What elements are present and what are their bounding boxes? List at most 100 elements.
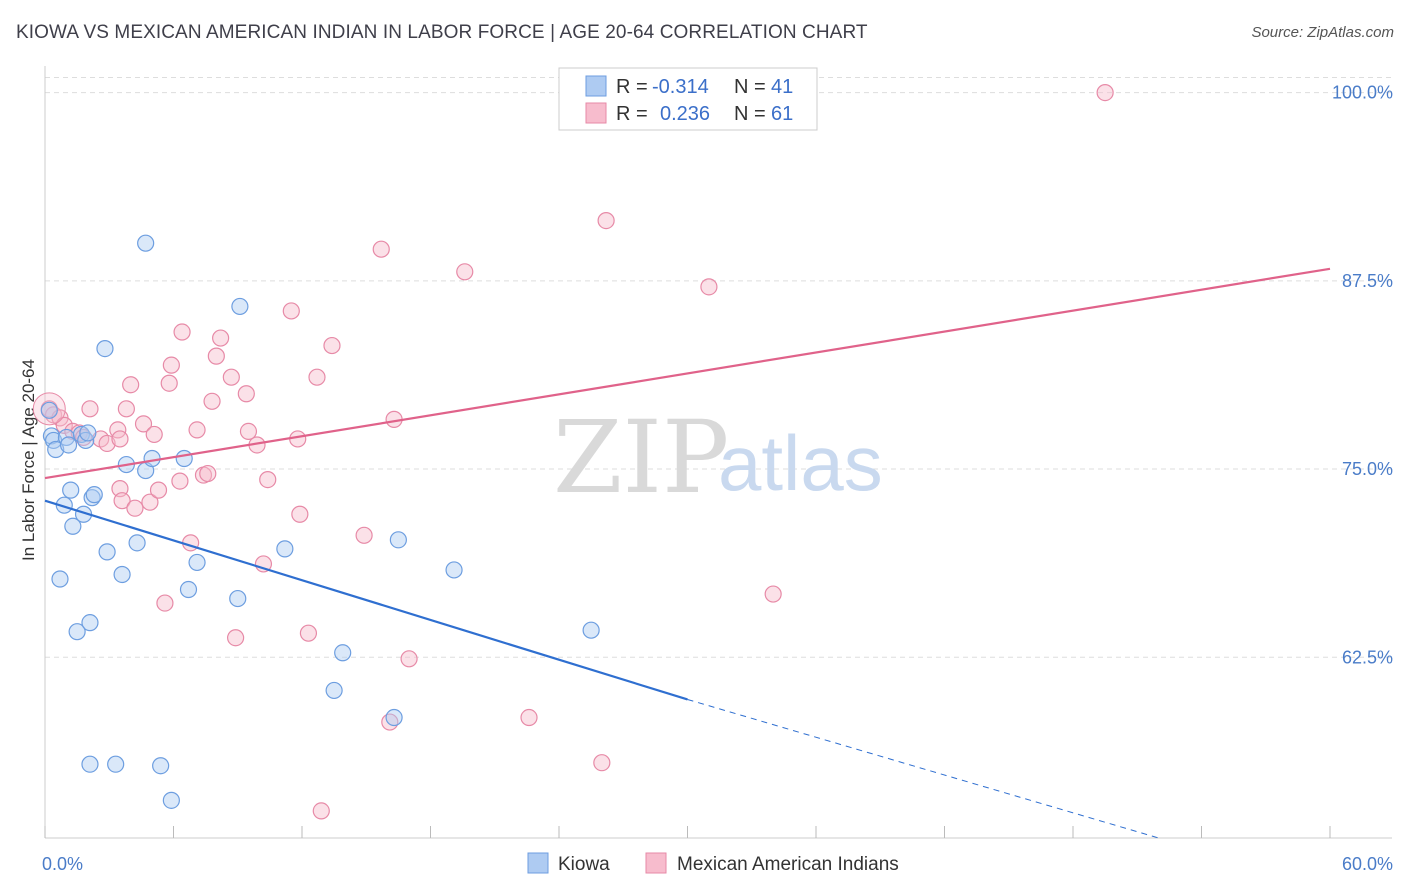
mexican-r-label: R =	[616, 103, 648, 125]
mexican-point-25	[173, 323, 191, 341]
mexican-point-23	[162, 356, 180, 374]
series-kiowa-points	[40, 234, 600, 809]
trend-layer	[44, 267, 1331, 839]
kiowa-point-38	[385, 708, 403, 727]
mexican-point-39	[259, 471, 277, 489]
kiowa-point-18	[85, 486, 103, 504]
kiowa-r-value: -0.314	[652, 76, 709, 98]
mexican-point-44	[308, 368, 326, 386]
mexican-n-label: N =	[734, 103, 766, 125]
mexican-point-32	[212, 329, 230, 347]
mexican-point-35	[237, 385, 255, 403]
kiowa-point-8	[62, 481, 80, 499]
kiowa-r-label: R =	[616, 76, 648, 98]
mexican-point-22	[160, 374, 178, 392]
legend-label-kiowa: Kiowa	[558, 854, 610, 875]
kiowa-point-37	[334, 644, 352, 662]
kiowa-n-label: N =	[734, 76, 766, 98]
kiowa-point-20	[98, 543, 116, 561]
mexican-point-17	[134, 415, 153, 433]
y-tick-label-3: 100.0%	[1332, 83, 1393, 103]
mexican-point-54	[593, 754, 611, 772]
kiowa-point-24	[128, 534, 146, 552]
mexican-trend-line	[44, 267, 1331, 480]
kiowa-point-1	[42, 427, 61, 445]
kiowa-trend-line	[44, 499, 688, 701]
mexican-point-9	[98, 434, 116, 453]
kiowa-point-39	[389, 531, 407, 549]
mexican-point-46	[323, 336, 341, 355]
mexican-point-24	[171, 472, 189, 490]
mexican-point-51	[400, 650, 418, 668]
kiowa-trend-extension	[687, 698, 1159, 839]
mexican-point-13	[113, 492, 131, 510]
grid-layer	[44, 66, 1392, 839]
watermark-atlas: atlas	[718, 419, 883, 507]
mexican-point-58	[700, 278, 718, 296]
mexican-point-12	[111, 430, 129, 448]
kiowa-point-17	[83, 489, 101, 507]
mexican-point-59	[764, 585, 782, 603]
mexican-point-21	[156, 594, 174, 612]
mexican-point-7	[81, 400, 99, 418]
legend-swatch-kiowa	[527, 852, 549, 874]
legend-swatch-mexican	[645, 852, 667, 874]
kiowa-point-16	[81, 614, 99, 632]
watermark-zip: ZIP	[553, 399, 729, 516]
mexican-point-36	[239, 422, 258, 441]
kiowa-point-4	[51, 570, 69, 588]
kiowa-point-32	[188, 553, 206, 572]
kiowa-point-36	[325, 681, 343, 700]
kiowa-point-29	[162, 791, 180, 809]
y-tick-label-2: 87.5%	[1342, 271, 1393, 291]
stats-legend: R = -0.314 N = 41 R = 0.236 N = 61	[558, 67, 818, 131]
legend-label-mexican: Mexican American Indians	[677, 854, 899, 875]
series-legend: Kiowa Mexican American Indians	[527, 852, 899, 875]
mexican-point-53	[520, 708, 538, 727]
kiowa-point-7	[59, 436, 78, 454]
mexican-point-55	[597, 211, 615, 230]
mexican-point-40	[282, 302, 300, 320]
mexican-point-45	[312, 802, 330, 820]
mexican-point-27	[188, 421, 206, 439]
mexican-legend-swatch	[585, 102, 607, 124]
mexican-point-47	[355, 526, 373, 544]
kiowa-point-0	[40, 401, 58, 419]
kiowa-point-28	[152, 757, 170, 775]
kiowa-point-31	[179, 580, 198, 599]
mexican-point-60	[1096, 83, 1114, 102]
mexican-r-value: 0.236	[660, 103, 710, 125]
y-tick-label-0: 62.5%	[1342, 647, 1393, 667]
kiowa-n-value: 41	[771, 76, 793, 98]
kiowa-point-26	[137, 234, 155, 252]
kiowa-point-35	[276, 540, 294, 558]
y-tick-label-1: 75.0%	[1342, 459, 1393, 479]
kiowa-point-14	[79, 424, 97, 442]
chart-source: Source: ZipAtlas.com	[1251, 24, 1394, 41]
kiowa-legend-swatch	[585, 75, 607, 97]
mexican-point-43	[299, 624, 318, 642]
mexican-point-15	[122, 376, 140, 394]
kiowa-point-15	[81, 755, 99, 773]
mexican-point-19	[145, 425, 163, 444]
mexican-point-48	[372, 240, 390, 258]
mexican-point-29	[199, 464, 217, 483]
kiowa-point-30	[175, 449, 193, 468]
mexican-point-14	[117, 400, 135, 418]
kiowa-point-10	[68, 623, 86, 641]
x-tick-label-0: 0.0%	[42, 854, 83, 874]
mexican-point-42	[291, 505, 309, 523]
kiowa-point-22	[113, 565, 131, 584]
kiowa-point-33	[229, 589, 247, 608]
kiowa-point-19	[96, 339, 114, 358]
tick-layer: 62.5% 75.0% 87.5% 100.0% 0.0% 60.0%	[42, 83, 1393, 874]
y-axis-label: In Labor Force | Age 20-64	[19, 359, 38, 561]
kiowa-point-41	[582, 621, 600, 639]
mexican-point-34	[227, 629, 245, 647]
kiowa-point-27	[143, 449, 161, 468]
mexican-point-30	[203, 392, 221, 410]
chart-title: KIOWA VS MEXICAN AMERICAN INDIAN IN LABO…	[16, 22, 868, 43]
mexican-point-31	[207, 347, 225, 365]
kiowa-point-40	[445, 561, 463, 579]
mexican-n-value: 61	[771, 103, 793, 125]
